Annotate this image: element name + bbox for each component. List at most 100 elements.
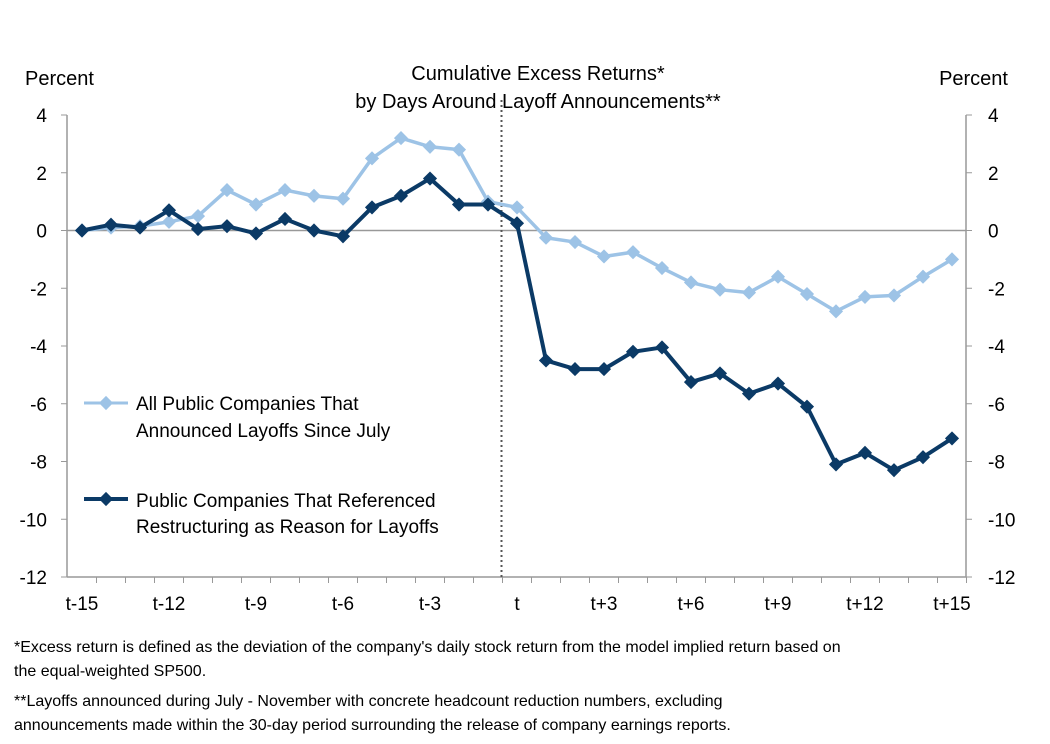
data-point — [625, 344, 641, 359]
data-point — [799, 399, 815, 414]
x-tick-label: t+3 — [591, 594, 618, 615]
data-point — [509, 216, 525, 231]
legend-label-restructuring-1: Public Companies That Referenced — [136, 491, 436, 512]
data-point — [190, 208, 206, 224]
data-point — [886, 288, 902, 303]
data-point — [915, 269, 931, 284]
legend-label-restructuring-2: Restructuring as Reason for Layoffs — [136, 517, 439, 538]
footnote-3: **Layoffs announced during July - Novemb… — [14, 693, 723, 710]
data-point — [944, 252, 960, 267]
data-point — [915, 450, 931, 465]
data-point — [828, 457, 844, 472]
data-point — [161, 214, 177, 229]
data-point — [596, 249, 612, 264]
x-tick-label: t — [514, 594, 520, 615]
data-point — [944, 431, 960, 446]
data-point — [509, 200, 525, 215]
data-point — [393, 131, 409, 146]
y-tick-label-right: -6 — [988, 395, 1005, 416]
chart-title-line-1: Cumulative Excess Returns* — [411, 63, 665, 85]
data-point — [770, 376, 786, 391]
data-point — [219, 219, 235, 234]
footnote-4: announcements made within the 30-day per… — [14, 717, 731, 734]
data-point — [451, 142, 467, 157]
data-point — [596, 362, 612, 377]
data-point — [277, 211, 293, 227]
data-point — [306, 188, 322, 203]
data-point — [712, 366, 728, 381]
data-point — [886, 463, 902, 478]
data-point — [190, 221, 206, 237]
y-tick-label-right: -12 — [988, 568, 1015, 589]
footnote-2: the equal-weighted SP500. — [14, 663, 207, 680]
data-point — [567, 234, 583, 250]
data-point — [422, 139, 438, 154]
legend-label-all-1: All Public Companies That — [136, 394, 359, 415]
x-tick-label: t+9 — [765, 594, 792, 615]
x-tick-label: t-12 — [153, 594, 186, 615]
data-point — [480, 197, 496, 212]
y-tick-label-left: -6 — [30, 395, 47, 416]
data-point — [741, 386, 757, 401]
y-tick-label-left: 2 — [36, 164, 47, 185]
data-point — [712, 282, 728, 297]
y-axis-label-left: Percent — [25, 68, 94, 90]
footnote-1: *Excess return is defined as the deviati… — [14, 639, 841, 656]
data-point — [393, 188, 409, 203]
data-point — [161, 203, 177, 218]
y-tick-label-left: 4 — [36, 106, 47, 127]
data-point — [567, 362, 583, 377]
y-tick-label-right: -10 — [988, 510, 1015, 531]
data-point — [625, 245, 641, 260]
data-point — [335, 191, 351, 206]
data-point — [799, 286, 815, 302]
data-point — [538, 230, 554, 245]
legend-marker-all — [98, 395, 114, 411]
y-tick-label-left: -12 — [20, 568, 47, 589]
data-point — [248, 197, 264, 212]
data-point — [654, 260, 670, 276]
x-tick-label: t+15 — [933, 594, 971, 615]
data-point — [538, 353, 554, 368]
data-point — [770, 269, 786, 284]
data-point — [306, 223, 322, 238]
y-tick-label-left: -10 — [20, 510, 47, 531]
legend-marker-restructuring — [98, 491, 114, 507]
x-tick-label: t-3 — [419, 594, 441, 615]
data-point — [857, 289, 873, 304]
data-point — [248, 226, 264, 241]
data-point — [364, 200, 380, 215]
y-tick-label-right: -4 — [988, 337, 1005, 358]
y-tick-label-right: 0 — [988, 222, 999, 243]
data-point — [364, 151, 380, 166]
data-point — [654, 340, 670, 355]
y-tick-label-left: -4 — [30, 337, 47, 358]
data-point — [132, 220, 148, 235]
data-point — [277, 183, 293, 198]
y-tick-label-left: 0 — [36, 222, 47, 243]
data-point — [74, 223, 90, 238]
data-point — [828, 304, 844, 319]
y-tick-label-right: -8 — [988, 453, 1005, 474]
x-tick-label: t+12 — [846, 594, 884, 615]
y-tick-label-right: 4 — [988, 106, 999, 127]
x-tick-label: t-15 — [66, 594, 99, 615]
x-tick-label: t-9 — [245, 594, 267, 615]
data-point — [219, 183, 235, 198]
y-tick-label-left: -8 — [30, 453, 47, 474]
x-tick-label: t-6 — [332, 594, 354, 615]
y-tick-label-right: -2 — [988, 279, 1005, 300]
data-point — [683, 275, 699, 290]
y-axis-label-right: Percent — [939, 68, 1008, 90]
chart-title-line-2: by Days Around Layoff Announcements** — [355, 91, 721, 113]
data-point — [422, 171, 438, 186]
data-point — [451, 197, 467, 212]
data-point — [857, 445, 873, 460]
x-tick-label: t+6 — [678, 594, 705, 615]
data-point — [335, 229, 351, 244]
data-point — [741, 285, 757, 300]
y-tick-label-right: 2 — [988, 164, 999, 185]
legend-label-all-2: Announced Layoffs Since July — [136, 421, 391, 442]
y-tick-label-left: -2 — [30, 279, 47, 300]
